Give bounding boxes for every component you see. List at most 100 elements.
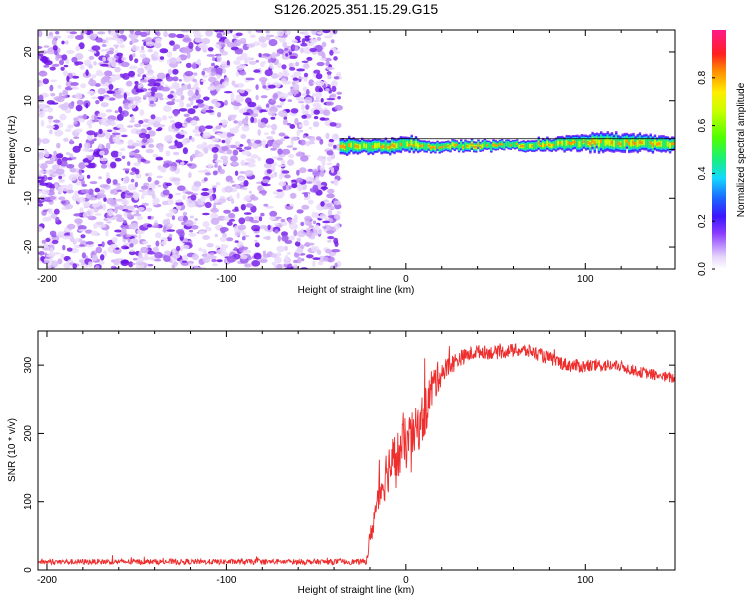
- noise-blob: [88, 197, 98, 201]
- noise-blob: [257, 118, 261, 126]
- noise-blob: [292, 77, 299, 82]
- noise-blob: [129, 243, 134, 248]
- signal-band-segment: [373, 143, 377, 149]
- signal-band-segment: [488, 142, 491, 148]
- noise-blob: [207, 163, 212, 168]
- noise-blob: [99, 188, 105, 195]
- noise-blob: [266, 136, 274, 140]
- noise-blob: [66, 49, 75, 55]
- noise-blob: [260, 212, 265, 217]
- noise-blob: [123, 92, 128, 100]
- spectrogram-x-tick-label: -200: [37, 274, 57, 285]
- noise-blob: [205, 30, 213, 37]
- signal-band-segment: [640, 141, 644, 145]
- noise-blob: [201, 38, 211, 45]
- noise-blob: [185, 191, 194, 195]
- noise-blob: [319, 165, 325, 172]
- noise-blob: [114, 66, 121, 73]
- noise-blob: [91, 96, 98, 100]
- noise-blob: [194, 218, 198, 221]
- noise-blob: [282, 71, 290, 77]
- noise-blob: [330, 93, 337, 98]
- noise-blob: [210, 72, 216, 77]
- noise-blob: [152, 153, 159, 158]
- noise-blob: [216, 32, 223, 39]
- signal-band-segment: [608, 139, 611, 146]
- noise-blob: [322, 220, 331, 224]
- signal-band-segment: [548, 143, 551, 147]
- noise-blob: [163, 30, 168, 38]
- signal-band-segment: [656, 142, 659, 146]
- noise-blob: [71, 56, 78, 63]
- noise-blob: [336, 210, 341, 215]
- noise-blob: [229, 30, 233, 34]
- noise-blob: [234, 240, 239, 243]
- noise-blob: [149, 100, 154, 105]
- noise-blob: [190, 225, 199, 230]
- noise-blob: [91, 45, 101, 51]
- noise-blob: [127, 183, 136, 191]
- noise-blob: [303, 192, 309, 198]
- spectrogram-x-tick-label: -100: [216, 274, 236, 285]
- noise-blob: [144, 37, 153, 43]
- noise-blob: [134, 30, 142, 36]
- noise-blob: [50, 260, 59, 268]
- noise-blob: [75, 45, 81, 52]
- noise-blob: [138, 120, 144, 124]
- noise-blob: [54, 129, 63, 137]
- noise-blob: [327, 143, 333, 147]
- signal-band-segment: [440, 146, 444, 149]
- noise-blob: [140, 194, 145, 200]
- noise-blob: [208, 188, 214, 194]
- noise-blob: [138, 84, 144, 88]
- noise-blob: [86, 130, 96, 136]
- noise-blob: [256, 106, 262, 111]
- noise-blob: [73, 136, 80, 139]
- signal-band-segment: [427, 144, 431, 147]
- noise-blob: [72, 145, 81, 153]
- noise-blob: [133, 96, 142, 101]
- noise-blob: [154, 180, 160, 185]
- noise-blob: [200, 195, 210, 199]
- noise-blob: [333, 56, 338, 61]
- noise-blob: [59, 59, 64, 66]
- noise-blob: [281, 231, 288, 237]
- noise-blob: [78, 170, 82, 176]
- noise-blob: [44, 260, 50, 264]
- noise-blob: [303, 46, 313, 55]
- noise-blob: [54, 35, 62, 39]
- noise-blob: [225, 30, 231, 35]
- signal-band-segment: [453, 144, 456, 147]
- noise-blob: [258, 36, 267, 43]
- noise-blob: [145, 133, 151, 139]
- signal-band-segment: [345, 142, 349, 153]
- noise-blob: [192, 30, 199, 35]
- colorbar-tick-label: 0.4: [697, 166, 708, 180]
- noise-blob: [78, 162, 86, 170]
- noise-blob: [52, 119, 61, 123]
- signal-band-segment: [451, 142, 454, 147]
- noise-blob: [130, 115, 135, 121]
- noise-blob: [203, 177, 208, 182]
- noise-blob: [200, 192, 210, 196]
- noise-blob: [236, 147, 243, 150]
- noise-blob: [326, 147, 331, 151]
- noise-blob: [182, 47, 192, 54]
- noise-blob: [100, 102, 109, 108]
- noise-blob: [319, 213, 328, 220]
- noise-blob: [110, 60, 117, 68]
- signal-band-segment: [563, 140, 566, 150]
- noise-blob: [284, 174, 291, 179]
- noise-blob: [63, 64, 69, 68]
- noise-blob: [268, 39, 278, 47]
- noise-blob: [319, 117, 326, 121]
- noise-blob: [95, 37, 103, 43]
- noise-blob: [126, 205, 135, 210]
- noise-blob: [147, 118, 154, 126]
- noise-blob: [77, 225, 87, 231]
- noise-blob: [196, 204, 203, 208]
- noise-blob: [129, 171, 136, 176]
- noise-blob: [304, 215, 312, 222]
- noise-blob: [299, 139, 306, 146]
- noise-blob: [79, 64, 85, 70]
